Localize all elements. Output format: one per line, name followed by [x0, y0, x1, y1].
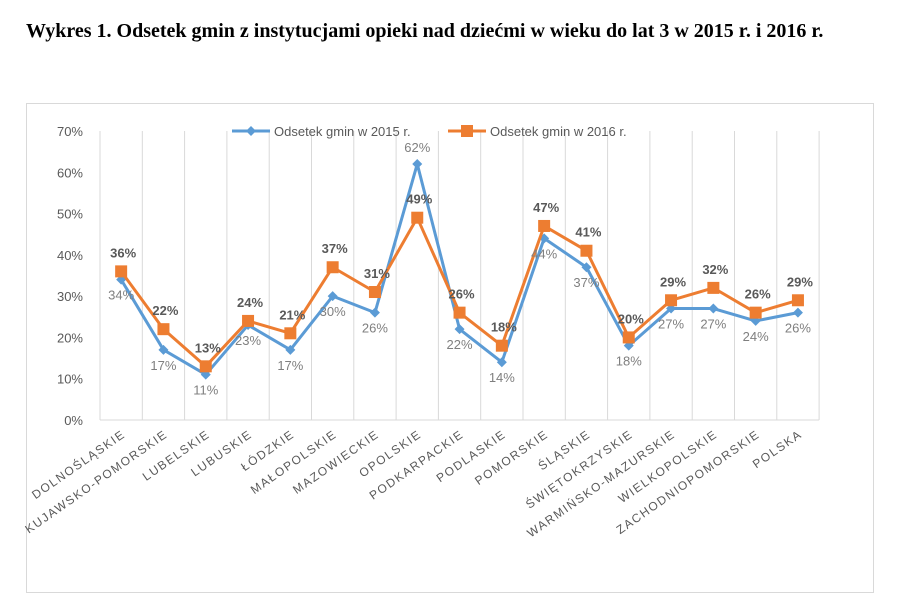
data-label: 13%: [195, 340, 221, 355]
data-label: 26%: [745, 287, 771, 302]
data-point: [792, 307, 803, 318]
data-point: [411, 211, 424, 224]
data-label: 20%: [618, 311, 644, 326]
data-point: [580, 244, 593, 257]
y-tick-label: 10%: [57, 372, 83, 387]
y-tick-label: 30%: [57, 289, 83, 304]
gridlines: [99, 131, 820, 421]
y-tick-label: 60%: [57, 165, 83, 180]
data-label: 37%: [322, 241, 348, 256]
data-point: [708, 303, 719, 314]
data-point: [495, 339, 508, 352]
data-label: 14%: [489, 370, 515, 385]
data-point: [285, 344, 296, 355]
data-label: 30%: [320, 304, 346, 319]
data-label: 29%: [787, 274, 813, 289]
data-label: 22%: [152, 303, 178, 318]
y-tick-label: 40%: [57, 248, 83, 263]
x-axis: DOLNOŚLĄSKIEKUJAWSKO-POMORSKIELUBELSKIEL…: [22, 426, 804, 540]
data-labels: 36% 34% 22% 17% 13% 11% 24% 23% 21% 17% 37% 30% 31% 2…: [108, 140, 813, 398]
y-tick-label: 0%: [64, 413, 83, 428]
data-point: [158, 344, 169, 355]
legend-marker: [246, 126, 256, 136]
data-point: [157, 323, 170, 336]
data-label: 24%: [237, 295, 263, 310]
legend: Odsetek gmin w 2015 r. Odsetek gmin w 201…: [232, 124, 627, 139]
data-point: [622, 331, 635, 344]
data-point: [242, 314, 255, 327]
legend-label: Odsetek gmin w 2016 r.: [490, 124, 627, 139]
data-label: 26%: [362, 321, 388, 336]
legend-label: Odsetek gmin w 2015 r.: [274, 124, 411, 139]
data-label: 29%: [660, 274, 686, 289]
data-point: [454, 324, 465, 335]
data-point: [412, 159, 423, 170]
data-point: [369, 307, 380, 318]
data-point: [749, 306, 762, 319]
data-label: 27%: [700, 317, 726, 332]
data-label: 17%: [277, 358, 303, 373]
y-tick-label: 20%: [57, 330, 83, 345]
data-point: [496, 357, 507, 368]
data-label: 27%: [658, 317, 684, 332]
data-point: [791, 294, 804, 307]
data-label: 26%: [785, 321, 811, 336]
series-lines: [115, 159, 804, 380]
data-point: [453, 306, 466, 319]
data-label: 36%: [110, 245, 136, 260]
data-point: [538, 219, 551, 232]
data-label: 26%: [449, 287, 475, 302]
data-point: [327, 291, 338, 302]
data-point: [665, 294, 678, 307]
y-axis: 0% 10% 20% 30% 40% 50% 60% 70%: [57, 124, 83, 428]
data-label: 23%: [235, 333, 261, 348]
data-label: 34%: [108, 288, 134, 303]
data-label: 41%: [575, 225, 601, 240]
data-label: 47%: [533, 200, 559, 215]
data-label: 62%: [404, 140, 430, 155]
data-point: [326, 261, 339, 274]
data-point: [368, 286, 381, 299]
chart-frame: [26, 103, 874, 593]
data-label: 32%: [702, 262, 728, 277]
data-point: [199, 360, 212, 373]
data-label: 22%: [447, 337, 473, 352]
data-label: 17%: [150, 358, 176, 373]
data-label: 31%: [364, 266, 390, 281]
data-label: 18%: [616, 354, 642, 369]
y-tick-label: 50%: [57, 207, 83, 222]
data-point: [707, 281, 720, 294]
data-label: 24%: [743, 329, 769, 344]
data-label: 44%: [531, 246, 557, 261]
y-tick-label: 70%: [57, 124, 83, 139]
legend-marker: [461, 125, 473, 137]
data-point: [284, 327, 297, 340]
chart-title: Wykres 1. Odsetek gmin z instytucjami op…: [26, 20, 824, 42]
data-point: [581, 262, 592, 273]
data-label: 11%: [193, 383, 218, 398]
data-label: 21%: [279, 307, 305, 322]
data-label: 18%: [491, 320, 517, 335]
data-point: [115, 265, 128, 278]
x-tick-label: POMORSKIE: [472, 427, 551, 488]
data-label: 49%: [406, 192, 432, 207]
data-label: 37%: [573, 275, 599, 290]
